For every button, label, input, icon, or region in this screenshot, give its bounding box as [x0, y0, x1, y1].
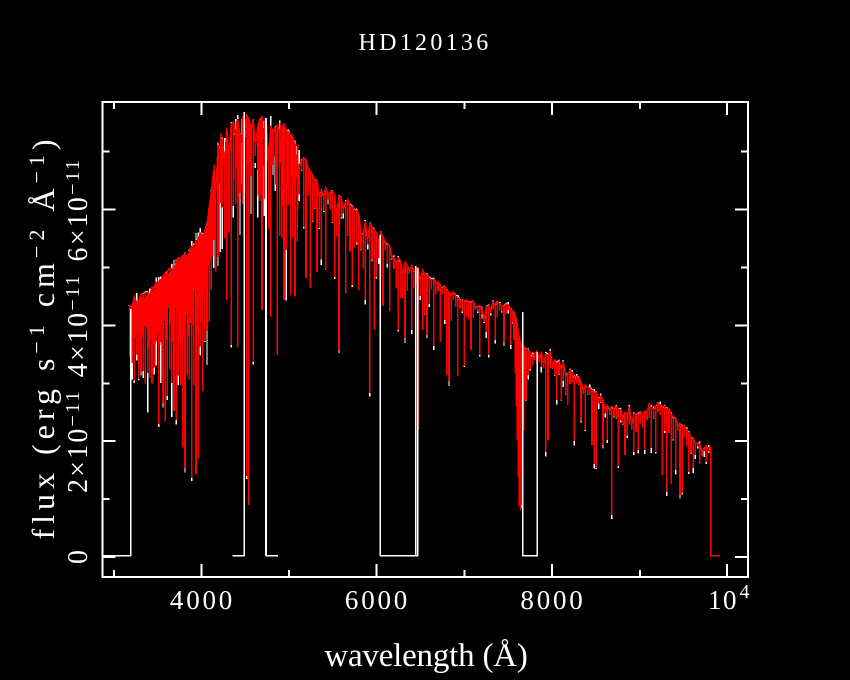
svg-text:0: 0 — [63, 550, 94, 564]
svg-text:HD120136: HD120136 — [358, 30, 491, 56]
svg-text:wavelength (Å): wavelength (Å) — [324, 637, 527, 674]
svg-text:6000: 6000 — [345, 585, 410, 615]
svg-text:8000: 8000 — [520, 585, 585, 615]
svg-text:10: 10 — [708, 585, 738, 615]
svg-text:4: 4 — [740, 581, 750, 603]
svg-text:flux (erg s−1 cm−2 Å−1): flux (erg s−1 cm−2 Å−1) — [24, 134, 61, 539]
svg-text:4000: 4000 — [170, 585, 235, 615]
